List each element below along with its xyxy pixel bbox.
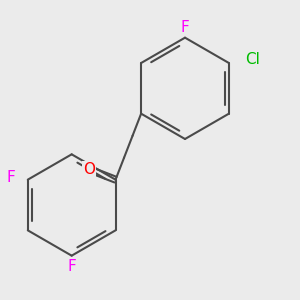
Text: F: F [6, 170, 15, 185]
Text: F: F [67, 259, 76, 274]
Text: O: O [83, 162, 95, 177]
Text: Cl: Cl [245, 52, 260, 67]
Text: F: F [181, 20, 189, 34]
